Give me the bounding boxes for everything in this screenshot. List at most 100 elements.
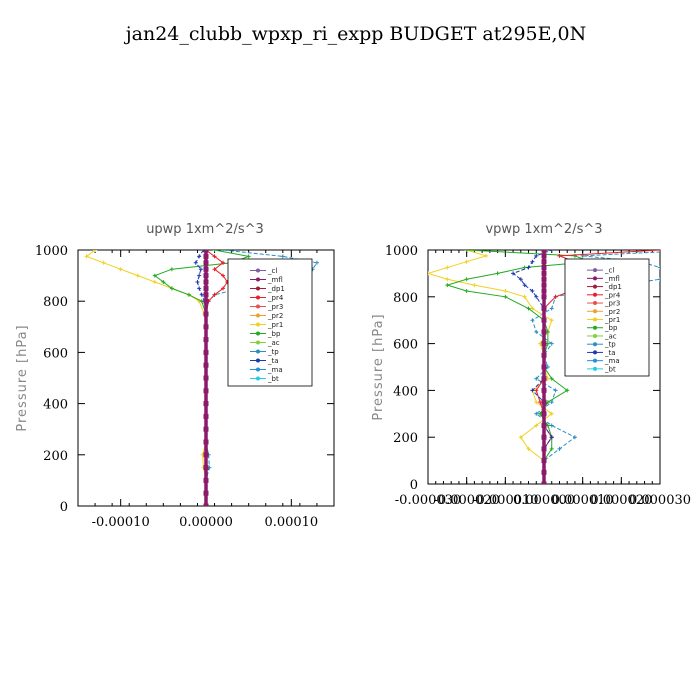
legend-marker (593, 276, 597, 281)
series-marker (203, 279, 209, 285)
series-marker (495, 271, 500, 276)
series-marker (545, 329, 550, 334)
x-tick-label: 0.000030 (629, 493, 691, 508)
series-marker (545, 341, 550, 346)
series-marker (549, 446, 554, 451)
series-marker (526, 446, 531, 451)
series-marker (464, 288, 469, 293)
series-marker (541, 282, 547, 288)
series-marker (464, 250, 469, 252)
series-marker (541, 446, 547, 452)
series-marker (541, 481, 547, 484)
x-tick-label: 0.000000 (513, 493, 575, 508)
legend-label: _bp (267, 330, 281, 338)
series-marker (541, 458, 547, 464)
series-marker (549, 306, 554, 311)
series-marker (152, 273, 157, 278)
series-marker (526, 265, 531, 270)
series-marker (203, 298, 209, 304)
series-marker (280, 254, 285, 259)
series-marker (203, 253, 209, 259)
series-marker (464, 259, 469, 264)
series-marker (549, 435, 554, 440)
series-marker (526, 306, 531, 311)
series-marker (428, 271, 430, 276)
series-marker (118, 267, 123, 272)
series-marker (484, 253, 488, 258)
legend-label: _ta (267, 357, 279, 365)
series-marker (197, 254, 202, 259)
series-marker (445, 277, 450, 282)
series-marker (549, 318, 554, 323)
series-marker (534, 253, 539, 258)
series-marker (212, 254, 217, 259)
series-marker (541, 387, 547, 393)
series-marker (530, 388, 535, 393)
series-marker (195, 280, 200, 284)
series-marker (212, 267, 217, 272)
x-tick-label: -0.000030 (395, 493, 461, 508)
legend-marker (256, 277, 260, 282)
series-marker (557, 446, 562, 451)
chart-panel-vpwp: vpwp 1xm^2/s^3 Pressure [hPa] 0 200 400 600 80… (371, 222, 691, 508)
legend-label: _bp (604, 324, 618, 332)
series-marker (541, 276, 547, 282)
legend-label: _pr1 (267, 321, 283, 329)
plot-area (428, 250, 660, 484)
series-marker (545, 365, 550, 369)
series-marker (135, 273, 140, 278)
series-marker (522, 283, 527, 288)
legend-marker (593, 284, 597, 289)
legend-marker (593, 292, 597, 297)
x-tick-label: 0.00010 (264, 515, 318, 530)
legend-marker (256, 304, 260, 309)
series-marker (541, 423, 547, 428)
series-marker (197, 273, 202, 278)
series-marker (541, 399, 547, 405)
legend-label: _mfl (267, 276, 283, 284)
series-marker (511, 271, 516, 276)
series-marker (84, 254, 89, 259)
series-marker (161, 280, 166, 284)
legend-label: _bt (604, 365, 616, 373)
series-marker (541, 317, 547, 323)
legend-label: _pr1 (604, 316, 620, 324)
series-marker (530, 288, 535, 293)
series-marker (464, 277, 469, 282)
series-marker (541, 259, 547, 265)
series-marker (198, 267, 203, 272)
series-marker (538, 400, 543, 405)
legend-label: _cl (267, 267, 277, 275)
series-marker (541, 364, 547, 370)
legend-marker (256, 331, 260, 336)
series-marker (314, 260, 319, 265)
series-marker (534, 400, 539, 405)
series-marker (203, 388, 209, 394)
series-marker (203, 273, 209, 279)
series-marker (549, 411, 554, 416)
legend-marker (256, 376, 260, 381)
series-marker (503, 294, 508, 299)
y-tick-label: 800 (393, 291, 418, 306)
series-marker (221, 286, 226, 291)
series-marker (203, 266, 209, 272)
series-marker (203, 401, 209, 407)
y-tick-label: 400 (43, 398, 68, 413)
x-tick-label: -0.000020 (433, 493, 499, 508)
series-marker (534, 388, 539, 393)
legend-label: _tp (267, 348, 279, 356)
series-marker (203, 375, 209, 381)
legend-label: _pr4 (267, 294, 284, 302)
legend-marker (256, 322, 260, 327)
series-marker (572, 435, 577, 440)
series-marker (541, 434, 547, 440)
legend-marker (593, 325, 597, 330)
series-marker (530, 259, 535, 264)
series-marker (203, 349, 209, 355)
series-line-pr1 (85, 250, 207, 506)
series-marker (445, 265, 450, 270)
series-marker (93, 250, 98, 252)
series-marker (541, 253, 547, 259)
series-marker (203, 426, 209, 432)
y-tick-label: 400 (393, 384, 418, 399)
